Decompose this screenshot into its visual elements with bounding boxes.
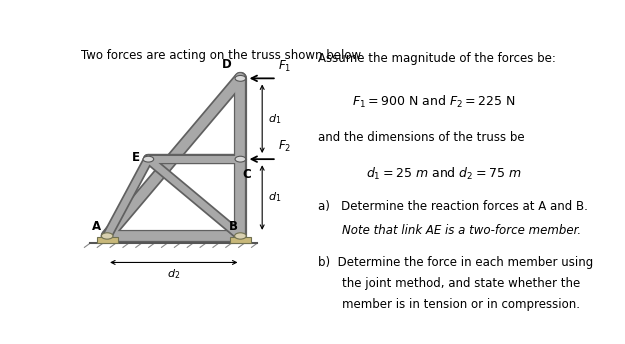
Circle shape bbox=[143, 156, 154, 162]
Text: $\boldsymbol{F_2}$: $\boldsymbol{F_2}$ bbox=[278, 139, 291, 154]
Text: $d_2$: $d_2$ bbox=[168, 267, 181, 281]
Text: $\boldsymbol{F_1}$: $\boldsymbol{F_1}$ bbox=[278, 58, 291, 74]
Text: $d_1 = 25\ m\ \mathrm{and}\ d_2 = 75\ m$: $d_1 = 25\ m\ \mathrm{and}\ d_2 = 75\ m$ bbox=[366, 166, 522, 182]
Circle shape bbox=[234, 233, 246, 239]
Text: a)   Determine the reaction forces at A and B.: a) Determine the reaction forces at A an… bbox=[318, 200, 588, 213]
Circle shape bbox=[101, 233, 113, 239]
Circle shape bbox=[235, 156, 246, 162]
Text: E: E bbox=[132, 151, 139, 164]
Text: $d_1$: $d_1$ bbox=[268, 191, 281, 204]
Text: b)  Determine the force in each member using: b) Determine the force in each member us… bbox=[318, 256, 593, 269]
Text: B: B bbox=[229, 220, 238, 233]
Text: $F_1 = 900\ \mathrm{N}\ \mathrm{and}\ F_2 = 225\ \mathrm{N}$: $F_1 = 900\ \mathrm{N}\ \mathrm{and}\ F_… bbox=[352, 94, 516, 110]
Text: Two forces are acting on the truss shown below.: Two forces are acting on the truss shown… bbox=[81, 49, 363, 62]
Text: Assume the magnitude of the forces be:: Assume the magnitude of the forces be: bbox=[318, 52, 556, 65]
Text: C: C bbox=[242, 169, 251, 181]
Text: D: D bbox=[222, 58, 232, 71]
Text: and the dimensions of the truss be: and the dimensions of the truss be bbox=[318, 131, 524, 144]
Text: A: A bbox=[92, 220, 101, 233]
Text: $d_1$: $d_1$ bbox=[268, 112, 281, 126]
FancyBboxPatch shape bbox=[230, 237, 251, 243]
Text: member is in tension or in compression.: member is in tension or in compression. bbox=[342, 298, 580, 311]
Text: Note that link AE is a two-force member.: Note that link AE is a two-force member. bbox=[342, 224, 581, 237]
FancyBboxPatch shape bbox=[96, 237, 118, 243]
Text: the joint method, and state whether the: the joint method, and state whether the bbox=[342, 277, 581, 290]
Circle shape bbox=[235, 75, 246, 81]
